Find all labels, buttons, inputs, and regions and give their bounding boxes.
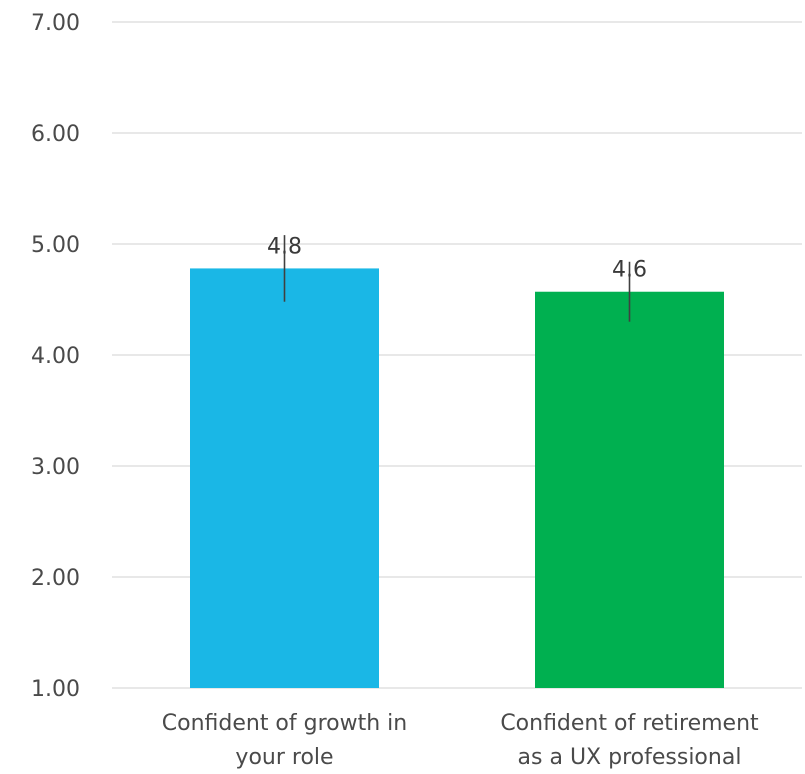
category-label-line: Confident of growth in — [162, 711, 407, 736]
error-bars — [283, 235, 631, 322]
data-label: 4.8 — [267, 234, 302, 259]
category-label-line: as a UX professional — [518, 745, 742, 770]
y-tick-label: 7.00 — [31, 11, 80, 36]
y-tick-label: 5.00 — [31, 233, 80, 258]
bar — [535, 291, 724, 688]
category-label: Confident of retirement as a UX professio… — [500, 711, 759, 770]
category-label: Confident of growth in your role — [162, 711, 407, 770]
category-label-line: your role — [235, 745, 333, 770]
y-tick-label: 1.00 — [31, 677, 80, 702]
data-labels: 4.8 4.6 — [267, 234, 647, 282]
y-tick-label: 2.00 — [31, 566, 80, 591]
bars — [190, 268, 724, 688]
x-axis-category-labels: Confident of growth in your roleConfident… — [162, 711, 759, 770]
bar — [190, 268, 379, 688]
y-tick-label: 6.00 — [31, 122, 80, 147]
y-tick-label: 4.00 — [31, 344, 80, 369]
y-axis-tick-labels: 1.00 2.00 3.00 4.00 5.00 6.00 7.00 — [31, 11, 80, 702]
y-tick-label: 3.00 — [31, 455, 80, 480]
category-label-line: Confident of retirement — [500, 711, 759, 736]
data-label: 4.6 — [612, 258, 647, 283]
